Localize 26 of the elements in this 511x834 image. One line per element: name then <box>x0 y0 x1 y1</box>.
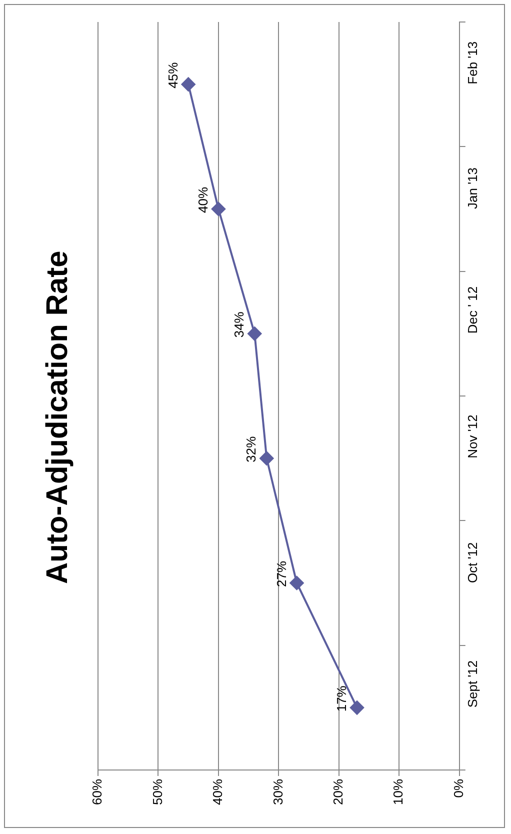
y-tick-label: Dec ' 12 <box>464 286 480 334</box>
y-tick-label: Nov '12 <box>464 414 480 458</box>
text: Auto-Adjudication Rate <box>40 249 75 586</box>
point <box>181 77 196 92</box>
text: 40% <box>196 186 211 213</box>
x-tick-label: 60% <box>90 778 105 806</box>
y-tick-label: Sept '12 <box>464 660 480 708</box>
y-tick-label: Feb '13 <box>464 41 480 84</box>
x-tick-label: 50% <box>150 778 165 806</box>
text: 32% <box>244 436 259 462</box>
x-tick-label: 20% <box>330 778 346 806</box>
x-tick-label: 10% <box>390 778 406 806</box>
text: 27% <box>274 560 289 587</box>
point <box>290 576 304 590</box>
text: 34% <box>232 312 247 338</box>
x-tick-label: 0% <box>450 778 466 798</box>
y-tick-label: Oct '12 <box>464 542 480 583</box>
point <box>260 451 274 466</box>
point <box>211 202 226 216</box>
x-tick-label: 30% <box>270 778 286 806</box>
text: 45% <box>165 62 180 88</box>
point <box>248 326 262 341</box>
point <box>350 700 364 715</box>
y-tick-label: Jan '13 <box>464 167 480 209</box>
x-tick-label: 40% <box>210 778 226 806</box>
text: 17% <box>334 686 350 712</box>
